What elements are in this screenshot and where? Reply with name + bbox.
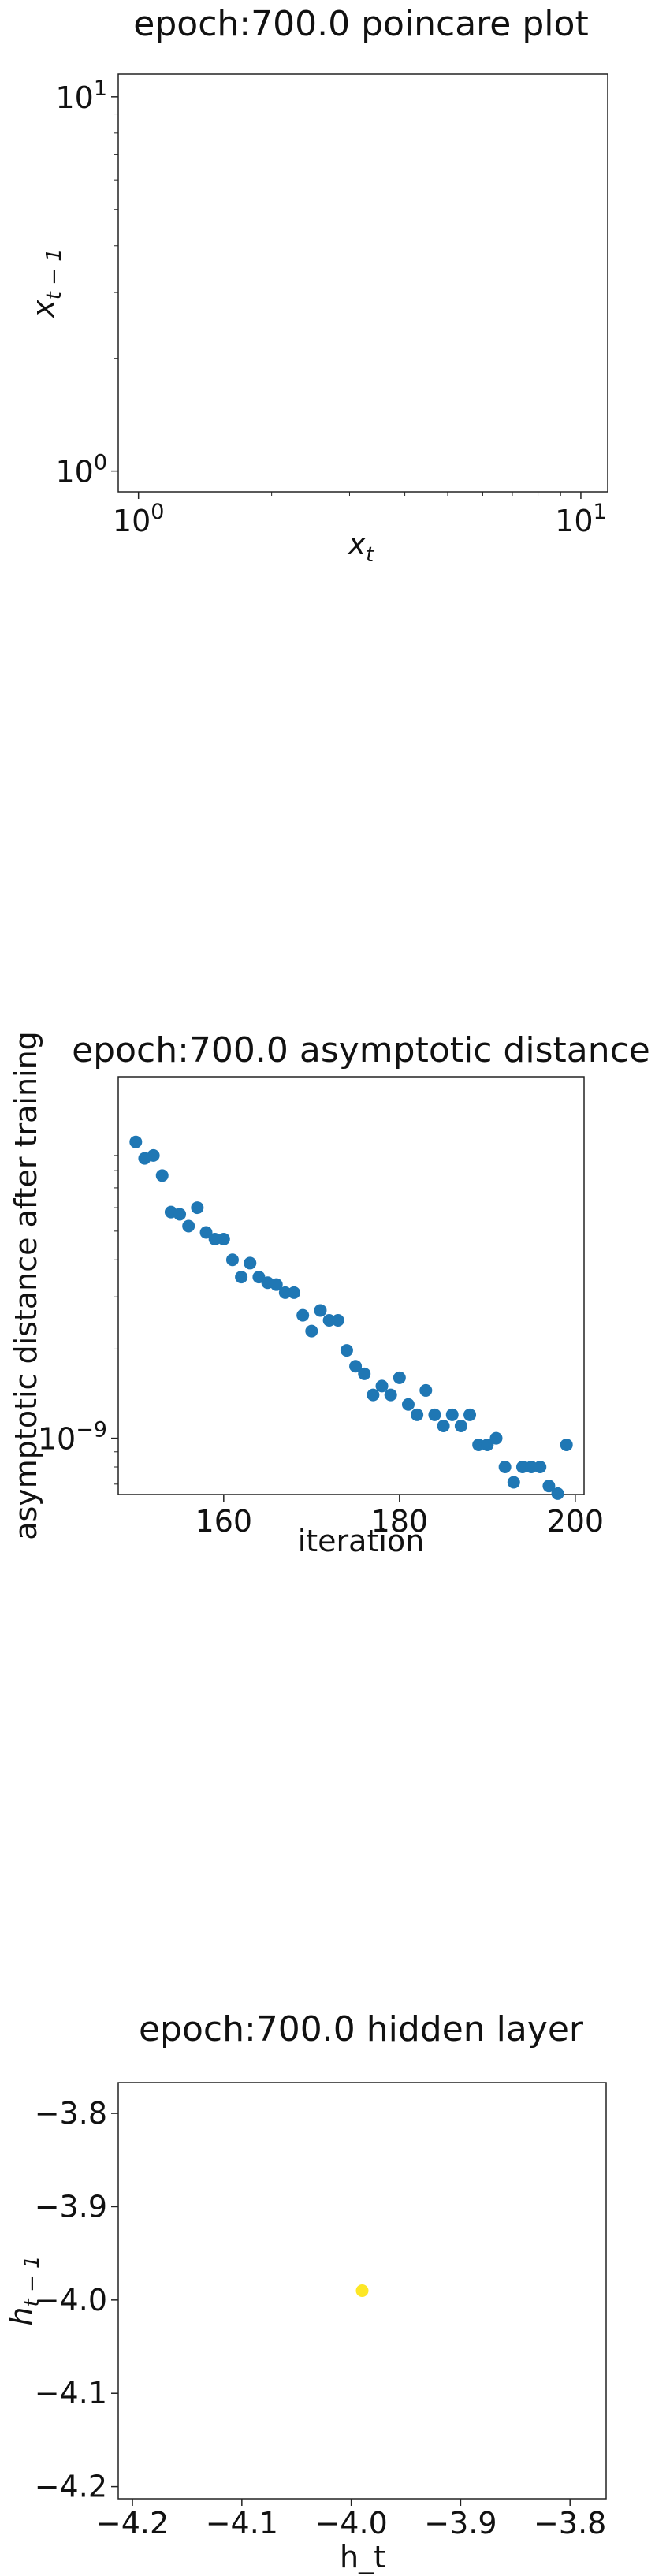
y-tick-label: −4.0 bbox=[35, 2283, 107, 2317]
plot-area bbox=[117, 73, 608, 493]
data-point bbox=[393, 1371, 406, 1384]
x-tick-label: −3.9 bbox=[424, 2506, 497, 2541]
x-tick-label: −4.0 bbox=[314, 2506, 387, 2541]
x-tick-label: −4.1 bbox=[206, 2506, 278, 2541]
x-tick-label: 101 bbox=[555, 500, 607, 538]
data-point bbox=[507, 1476, 520, 1489]
data-points bbox=[355, 2284, 369, 2297]
y-tick-label: −3.8 bbox=[35, 2096, 107, 2131]
data-point bbox=[428, 1408, 441, 1421]
data-point bbox=[244, 1256, 257, 1270]
x-tick-label: 200 bbox=[547, 1504, 605, 1539]
data-point bbox=[419, 1383, 433, 1397]
data-point bbox=[534, 1461, 547, 1474]
data-point bbox=[525, 1461, 538, 1474]
data-points bbox=[129, 1135, 573, 1500]
data-point bbox=[472, 1438, 486, 1451]
data-point bbox=[358, 1367, 371, 1380]
data-point bbox=[489, 1431, 503, 1445]
data-point bbox=[305, 1324, 318, 1338]
data-point bbox=[340, 1344, 353, 1357]
data-point bbox=[314, 1304, 327, 1317]
data-point bbox=[367, 1388, 380, 1402]
x-axis-label: iteration bbox=[298, 1524, 425, 1558]
x-axis-label: xt bbox=[348, 527, 375, 567]
poincare-plot-chart: epoch:700.0 poincare plot 100 101 100101 … bbox=[26, 4, 608, 567]
y-axis: −4.2 −4.1 −4.0 −3.9 −3.8 bbox=[35, 2096, 118, 2504]
data-point bbox=[199, 1226, 213, 1239]
data-point bbox=[463, 1408, 477, 1421]
data-point bbox=[270, 1278, 283, 1291]
y-axis: 100 101 bbox=[55, 76, 118, 490]
x-tick-label: 180 bbox=[371, 1504, 429, 1539]
asymptotic-distance-panel: epoch:700.0 asymptotic distance 160 180 20… bbox=[0, 1017, 655, 1616]
data-point bbox=[278, 1286, 292, 1299]
y-tick-label: 100 bbox=[55, 451, 107, 490]
x-tick-label: −3.8 bbox=[534, 2506, 606, 2541]
data-point bbox=[217, 1232, 230, 1245]
data-point bbox=[481, 1438, 494, 1451]
data-point bbox=[401, 1398, 415, 1411]
poincare-plot-panel: epoch:700.0 poincare plot 100 101 100 101 … bbox=[0, 0, 655, 615]
chart-title: epoch:700.0 asymptotic distance bbox=[72, 1030, 650, 1070]
data-point bbox=[182, 1219, 195, 1233]
y-axis-label: asymptotic distance after training bbox=[9, 1031, 43, 1540]
data-point bbox=[560, 1438, 573, 1451]
y-tick-label: 101 bbox=[55, 76, 107, 115]
y-tick-label: −3.9 bbox=[35, 2189, 107, 2224]
data-point bbox=[296, 1308, 310, 1322]
x-axis: −4.2 −4.1 −4.0 −3.9 −3.8 bbox=[96, 2499, 606, 2541]
data-point bbox=[551, 1487, 564, 1500]
data-point bbox=[288, 1286, 301, 1299]
data-point bbox=[191, 1201, 204, 1215]
y-axis-label: ht − 1 bbox=[4, 2255, 44, 2325]
data-point bbox=[498, 1461, 512, 1474]
y-tick-label: −4.1 bbox=[35, 2376, 107, 2410]
y-axis-label: xt − 1 bbox=[26, 248, 66, 318]
hidden-layer-panel: epoch:700.0 hidden layer −4.2 −4.1 −4.0 −3.… bbox=[0, 1994, 655, 2576]
data-point bbox=[235, 1271, 248, 1284]
x-tick-label: −4.2 bbox=[96, 2506, 169, 2541]
x-tick-label: 100 bbox=[113, 500, 165, 538]
data-point bbox=[445, 1408, 459, 1421]
data-point bbox=[225, 1253, 239, 1267]
x-tick-label: 160 bbox=[195, 1504, 253, 1539]
data-point bbox=[454, 1420, 467, 1433]
data-point bbox=[147, 1148, 160, 1162]
data-point bbox=[349, 1360, 363, 1373]
chart-title: epoch:700.0 hidden layer bbox=[139, 2009, 584, 2049]
y-tick-label: −4.2 bbox=[35, 2470, 107, 2504]
data-point bbox=[322, 1314, 336, 1327]
x-axis: 160 180 200 bbox=[195, 1495, 605, 1539]
chart-title: epoch:700.0 poincare plot bbox=[133, 4, 588, 44]
asymptotic-distance-chart: epoch:700.0 asymptotic distance 160 180 20… bbox=[9, 1030, 650, 1558]
plot-area bbox=[117, 1076, 585, 1495]
plot-area bbox=[117, 2082, 607, 2500]
data-point bbox=[355, 2284, 369, 2297]
data-point bbox=[129, 1135, 143, 1148]
data-point bbox=[208, 1232, 221, 1245]
data-point bbox=[515, 1461, 529, 1474]
data-point bbox=[331, 1314, 344, 1327]
x-axis: 100 101 bbox=[113, 492, 607, 538]
data-point bbox=[173, 1208, 187, 1221]
data-point bbox=[542, 1480, 556, 1493]
data-point bbox=[437, 1420, 450, 1433]
y-tick-label: 10−9 bbox=[38, 1418, 107, 1457]
data-point bbox=[375, 1379, 389, 1393]
data-point bbox=[155, 1169, 169, 1182]
x-axis-label: h_t bbox=[340, 2540, 385, 2574]
data-point bbox=[411, 1408, 424, 1421]
data-point bbox=[384, 1388, 397, 1402]
hidden-layer-chart: epoch:700.0 hidden layer −4.2 −4.1 −4.0 −3.… bbox=[4, 2009, 607, 2574]
y-axis: 10−9 bbox=[38, 1155, 118, 1485]
